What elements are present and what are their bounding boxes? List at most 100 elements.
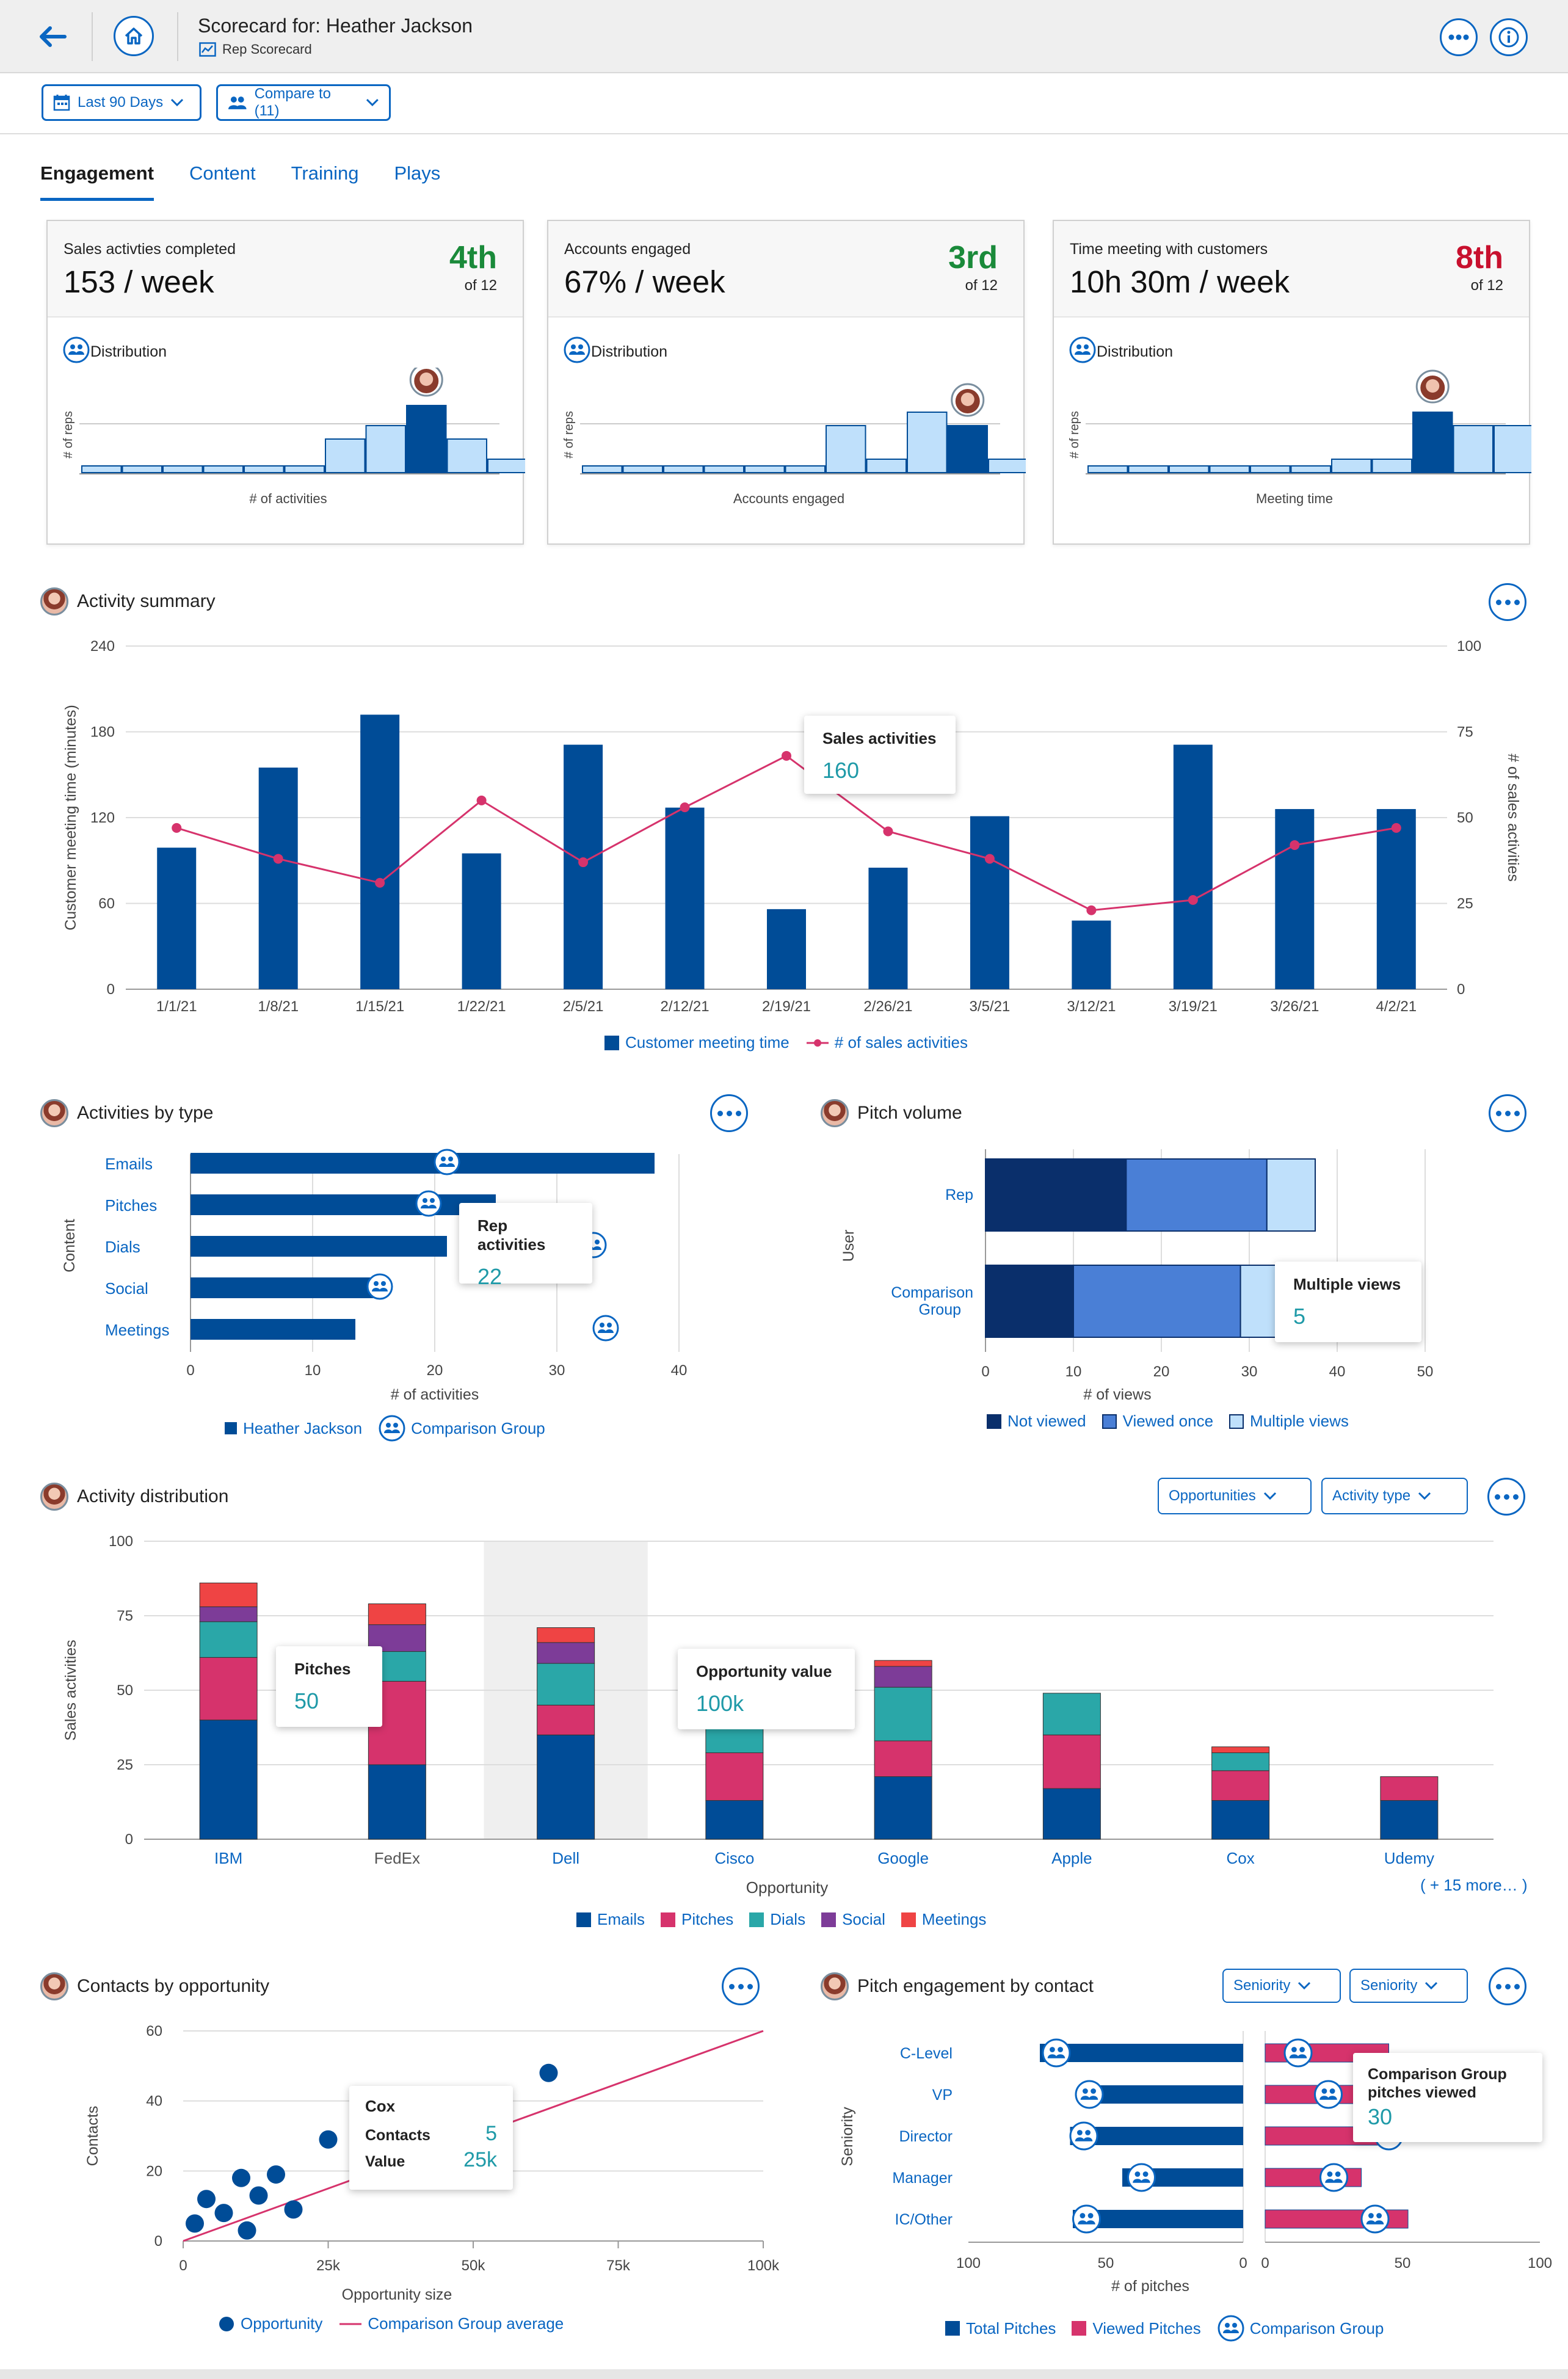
legend-label: Total Pitches: [966, 2319, 1056, 2337]
pitch-engagement-more-button[interactable]: [1489, 1967, 1526, 2005]
compare-dropdown[interactable]: Compare to (11): [216, 84, 391, 121]
stack-segment-meetings: [368, 1603, 426, 1625]
legend-item: Comparison Group: [1217, 2314, 1384, 2342]
legend-dot: [219, 2316, 234, 2331]
info-icon[interactable]: [1490, 18, 1528, 56]
show-more-link[interactable]: ( + 15 more… ): [1420, 1876, 1528, 1894]
activity-summary-more-button[interactable]: [1489, 583, 1526, 621]
icon-ring: [434, 1149, 460, 1175]
date-range-dropdown[interactable]: Last 90 Days: [42, 84, 201, 121]
comparison-group-icon: [1075, 2080, 1104, 2109]
legend-item: Social: [821, 1910, 885, 1929]
x-tick-label: 4/2/21: [1376, 998, 1417, 1015]
distribution-bar: [947, 425, 988, 473]
y-axis-label: Sales activities: [62, 1640, 79, 1740]
distribution-bar: [162, 465, 203, 473]
comparison-group-icon: [1218, 2315, 1244, 2342]
x-tick-label: Cisco: [714, 1849, 754, 1867]
x-tick-label: Udemy: [1384, 1849, 1434, 1867]
metric-label: Accounts engaged: [564, 241, 691, 258]
metric-card[interactable]: Accounts engaged 67% / week 3rd of 12 Di…: [547, 220, 1026, 545]
icon-head: [1329, 2088, 1335, 2094]
distribution-bar: [365, 425, 406, 473]
activities-by-type-title: Activities by type: [77, 1103, 214, 1123]
comparison-group-icon: [1360, 2204, 1390, 2234]
stack-segment-pitches: [1380, 1776, 1439, 1801]
opportunity-point: [197, 2190, 216, 2209]
y-axis-label: Content: [61, 1219, 78, 1273]
distribution-bar: [988, 459, 1026, 473]
more-options-button[interactable]: [1440, 18, 1478, 56]
comparison-group-icon: [1042, 2038, 1071, 2068]
stack-segment-emails: [1380, 1800, 1439, 1840]
tooltip-label: Pitches: [294, 1660, 351, 1678]
x-axis-label: # of activities: [391, 1386, 479, 1403]
sales-activities-point: [273, 854, 283, 864]
y2-tick-label: 25: [1457, 896, 1473, 912]
tab-training[interactable]: Training: [291, 162, 359, 184]
stack-segment-emails: [1042, 1788, 1101, 1840]
sales-activities-line: [176, 755, 1397, 912]
legend-swatch: [945, 2321, 960, 2336]
activity-summary-title: Activity summary: [77, 591, 216, 611]
meeting-time-bar: [462, 853, 501, 989]
metric-card[interactable]: Sales activties completed 153 / week 4th…: [46, 220, 525, 545]
activity-type-dropdown[interactable]: Activity type: [1321, 1478, 1468, 1514]
label-line: Group: [919, 1301, 961, 1318]
tab-engagement[interactable]: Engagement: [40, 162, 154, 201]
metric-rank: 8th: [1456, 240, 1503, 275]
metric-card[interactable]: Time meeting with customers 10h 30m / we…: [1053, 220, 1531, 545]
contacts-more-button[interactable]: [722, 1967, 760, 2005]
legend-label: Viewed Pitches: [1092, 2319, 1201, 2337]
legend-item: Comparison Group: [378, 1414, 545, 1442]
legend-label: Dials: [770, 1910, 806, 1928]
tab-plays[interactable]: Plays: [394, 162, 441, 184]
legend-swatch: [821, 1912, 837, 1927]
legend-item: Opportunity: [217, 2314, 322, 2333]
legend-line: [339, 2323, 362, 2325]
x-tick-label: IBM: [214, 1849, 242, 1867]
distribution-bar: [81, 465, 122, 473]
x-tick-label: 75k: [606, 2257, 631, 2274]
icon-ring: [1069, 2121, 1098, 2151]
seniority-dropdown-2[interactable]: Seniority: [1349, 1969, 1468, 2003]
distribution-bar: [122, 465, 162, 473]
icon-head: [1050, 2047, 1055, 2052]
comparison-group-icon: [434, 1149, 460, 1175]
legend-item: Customer meeting time: [604, 1033, 789, 1052]
avatar: [409, 368, 443, 397]
icon-head: [600, 1323, 604, 1328]
category-label: Social: [105, 1279, 148, 1298]
seniority-dropdown-1[interactable]: Seniority: [1222, 1969, 1341, 2003]
chevron-down-icon: [1425, 1981, 1438, 1990]
legend-item: Total Pitches: [945, 2319, 1056, 2338]
legend-label: Comparison Group average: [368, 2314, 564, 2333]
distribution-bar: [622, 465, 663, 473]
icon-ring: [1075, 2080, 1104, 2109]
legend-item: Dials: [749, 1910, 805, 1929]
icon-ring: [1042, 2038, 1071, 2068]
sales-activities-point: [984, 854, 995, 864]
icon-body: [1080, 2096, 1098, 2100]
pitch-volume-more-button[interactable]: [1489, 1094, 1526, 1132]
distribution-chart: # of reps Meeting time: [1068, 369, 1531, 506]
page-subtitle: Rep Scorecard: [199, 42, 312, 57]
stack-segment-pitches: [537, 1704, 595, 1735]
legend-label: Customer meeting time: [625, 1033, 789, 1051]
distribution-label: Distribution: [591, 343, 668, 360]
icon-head: [1327, 2171, 1333, 2177]
tab-content[interactable]: Content: [189, 162, 256, 184]
home-icon[interactable]: [114, 16, 154, 56]
dropdown-label: Seniority: [1233, 1977, 1291, 1994]
activities-by-type-more-button[interactable]: [710, 1094, 748, 1132]
distribution-bar: [663, 465, 704, 473]
activity-distribution-more-button[interactable]: [1487, 1478, 1525, 1516]
distribution-bar: [284, 465, 325, 473]
tooltip-value: 50: [294, 1688, 319, 1713]
legend-swatch: [604, 1035, 619, 1050]
legend-swatch: [661, 1912, 676, 1927]
back-arrow-icon[interactable]: [34, 18, 71, 55]
legend-item: Pitches: [661, 1910, 733, 1929]
opportunities-dropdown[interactable]: Opportunities: [1158, 1478, 1312, 1514]
x-tick-label: 0: [1261, 2255, 1269, 2272]
